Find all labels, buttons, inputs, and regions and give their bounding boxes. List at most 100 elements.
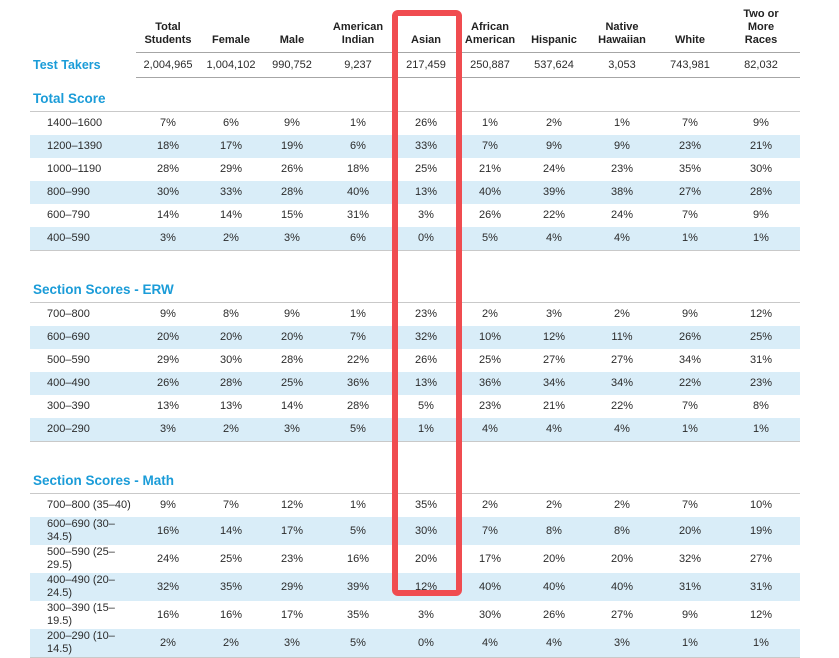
data-row: 200–290 3% 2% 3% 5% 1% 4% 4% 4% 1% 1% <box>30 418 800 442</box>
score-range-label: 400–490 (20–24.5) <box>47 574 115 599</box>
percent-cell-african-american: 4% <box>458 418 522 442</box>
percent-cell-two-or-more-races: 28% <box>749 186 773 198</box>
percent-cell-native-hawaiian: 9% <box>614 140 630 152</box>
percent-cell-african-american: 7% <box>482 524 498 537</box>
percent-cell-male: 17% <box>280 608 304 621</box>
percent-cell-american-indian: 31% <box>346 209 370 221</box>
percent-cell-female: 28% <box>219 377 243 389</box>
percent-cell-american-indian: 28% <box>346 400 370 412</box>
percent-cell-american-indian: 1% <box>350 499 366 511</box>
percent-cell-male: 20% <box>280 331 304 343</box>
percent-cell-white: 1% <box>658 227 722 251</box>
column-header-native-hawaiian: Native Hawaiian <box>586 0 658 53</box>
percent-cell-male: 17% <box>280 524 304 537</box>
percent-cell-two-or-more-races: 31% <box>749 354 773 366</box>
percent-cell-american-indian: 1% <box>350 308 366 320</box>
percent-cell-asian: 26% <box>414 354 438 366</box>
score-range-label: 1000–1190 <box>47 163 102 175</box>
score-distribution-table: Total Students Female Male American Indian A… <box>30 0 800 658</box>
percent-cell-two-or-more-races: 12% <box>749 308 773 320</box>
percent-cell-african-american: 40% <box>478 186 502 198</box>
percent-cell-native-hawaiian: 2% <box>614 499 630 511</box>
percent-cell-native-hawaiian: 27% <box>610 354 634 366</box>
test-takers-value-african-american: 250,887 <box>458 52 522 78</box>
score-range-label: 200–290 <box>30 418 136 442</box>
percent-cell-native-hawaiian: 34% <box>610 377 634 389</box>
data-row: 300–390 (15–19.5) 16% 16% 17% 35% 3% 30% 26% 27%… <box>30 601 800 629</box>
percent-cell-hispanic: 22% <box>542 209 566 221</box>
percent-cell-two-or-more-races: 1% <box>722 418 800 442</box>
percent-cell-african-american: 21% <box>478 163 502 175</box>
percent-cell-american-indian: 40% <box>346 186 370 198</box>
data-row: 700–800 (35–40) 9% 7% 12% 1% 35% 2% 2% 2% 7% 10% <box>30 494 800 518</box>
percent-cell-white: 26% <box>678 331 702 343</box>
score-range-label: 700–800 (35–40) <box>47 499 131 511</box>
data-row: 600–790 14% 14% 15% 31% 3% 26% 22% 24% 7% 9% <box>30 204 800 227</box>
score-range-label: 400–490 <box>47 377 90 389</box>
percent-cell-two-or-more-races: 19% <box>749 524 773 537</box>
percent-cell-white: 22% <box>678 377 702 389</box>
percent-cell-female: 16% <box>219 608 243 621</box>
test-takers-value-hispanic: 537,624 <box>522 52 586 78</box>
percent-cell-total-students: 3% <box>136 227 200 251</box>
percent-cell-asian: 23% <box>414 308 438 320</box>
percent-cell-male: 9% <box>284 117 300 129</box>
percent-cell-total-students: 20% <box>156 331 180 343</box>
percent-cell-african-american: 4% <box>458 629 522 658</box>
percent-cell-native-hawaiian: 11% <box>611 331 633 343</box>
percent-cell-asian: 12% <box>414 580 438 593</box>
percent-cell-asian: 1% <box>394 418 458 442</box>
percent-cell-female: 14% <box>219 209 243 221</box>
percent-cell-two-or-more-races: 8% <box>753 400 769 412</box>
percent-cell-two-or-more-races: 31% <box>749 580 773 593</box>
percent-cell-female: 2% <box>200 629 262 658</box>
test-takers-value-two-or-more-races: 82,032 <box>722 52 800 78</box>
column-header-asian: Asian <box>394 0 458 53</box>
percent-cell-asian: 13% <box>414 186 438 198</box>
percent-cell-native-hawaiian: 2% <box>614 308 630 320</box>
percent-cell-total-students: 2% <box>136 629 200 658</box>
percent-cell-female: 20% <box>219 331 243 343</box>
score-range-label: 1200–1390 <box>47 140 103 152</box>
data-row: 500–590 29% 30% 28% 22% 26% 25% 27% 27% 34% 31% <box>30 349 800 372</box>
percent-cell-total-students: 18% <box>156 140 180 152</box>
percent-cell-male: 9% <box>284 308 300 320</box>
percent-cell-native-hawaiian: 24% <box>610 209 634 221</box>
percent-cell-two-or-more-races: 23% <box>749 377 773 389</box>
percent-cell-hispanic: 26% <box>542 608 566 621</box>
percent-cell-african-american: 7% <box>482 140 498 152</box>
percent-cell-native-hawaiian: 4% <box>586 418 658 442</box>
percent-cell-total-students: 32% <box>156 580 180 593</box>
data-row: 200–290 (10–14.5) 2% 2% 3% 5% 0% 4% 4% 3% 1% 1% <box>30 629 800 658</box>
percent-cell-native-hawaiian: 1% <box>614 117 630 129</box>
percent-cell-native-hawaiian: 38% <box>610 186 634 198</box>
percent-cell-american-indian: 22% <box>346 354 370 366</box>
percent-cell-african-american: 40% <box>478 580 502 593</box>
column-header-african-american: African American <box>458 0 522 53</box>
column-header-male: Male <box>262 0 322 53</box>
table-head: Total Students Female Male American Indian A… <box>30 0 800 53</box>
percent-cell-total-students: 14% <box>156 209 180 221</box>
percent-cell-native-hawaiian: 40% <box>610 580 634 593</box>
percent-cell-total-students: 3% <box>136 418 200 442</box>
percent-cell-female: 17% <box>219 140 243 152</box>
percent-cell-male: 3% <box>262 629 322 658</box>
percent-cell-white: 7% <box>682 499 698 511</box>
percent-cell-total-students: 9% <box>160 308 176 320</box>
percent-cell-total-students: 9% <box>160 499 176 511</box>
percent-cell-hispanic: 20% <box>542 552 566 565</box>
percent-cell-african-american: 1% <box>482 117 498 129</box>
percent-cell-american-indian: 5% <box>322 629 394 658</box>
percent-cell-african-american: 17% <box>478 552 502 565</box>
section-title-total-score: Total Score <box>30 77 800 112</box>
spacer-cell <box>30 250 800 269</box>
percent-cell-two-or-more-races: 21% <box>749 140 773 152</box>
score-range-label: 300–390 <box>47 400 90 412</box>
percent-cell-male: 25% <box>280 377 304 389</box>
percent-cell-male: 26% <box>280 163 304 175</box>
test-takers-value-white: 743,981 <box>658 52 722 78</box>
percent-cell-asian: 3% <box>418 608 434 621</box>
column-header-female: Female <box>200 0 262 53</box>
percent-cell-white: 7% <box>682 209 698 221</box>
percent-cell-total-students: 30% <box>156 186 180 198</box>
